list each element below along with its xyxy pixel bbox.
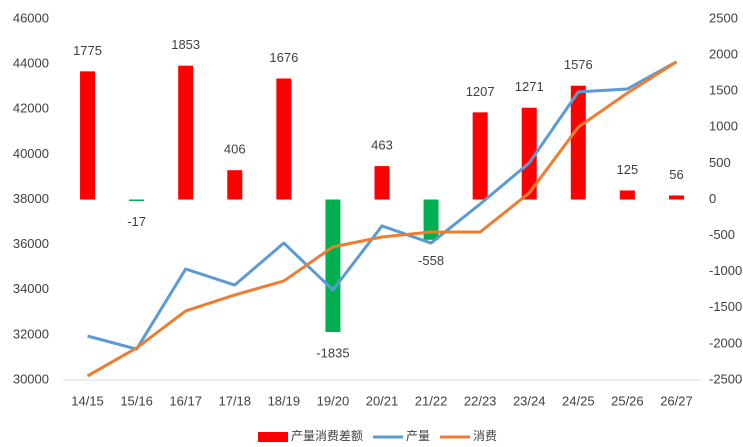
bar — [668, 195, 684, 200]
bar — [227, 170, 243, 200]
data-label: 1271 — [515, 79, 544, 94]
line — [87, 60, 678, 351]
x-tick-label: 15/16 — [120, 393, 153, 408]
bar — [325, 199, 341, 332]
line — [86, 60, 678, 378]
y2-tick-label: -2000 — [709, 335, 742, 350]
y-tick-label: 40000 — [13, 146, 49, 161]
bar — [374, 166, 390, 200]
data-label: 1207 — [466, 84, 495, 99]
x-tick-label: 17/18 — [218, 393, 251, 408]
bar — [521, 107, 537, 200]
y-tick-label: 34000 — [13, 281, 49, 296]
data-label: 56 — [669, 167, 683, 182]
x-tick-label: 23/24 — [513, 393, 546, 408]
y-tick-label: 32000 — [13, 326, 49, 341]
y2-tick-label: -1000 — [709, 263, 742, 278]
data-label: -558 — [418, 253, 444, 268]
y2-tick-label: -1500 — [709, 299, 742, 314]
data-label: 463 — [371, 138, 393, 153]
legend-label: 消费 — [473, 429, 497, 443]
legend-swatch — [258, 432, 288, 442]
x-tick-label: 25/26 — [611, 393, 644, 408]
y2-tick-label: -2500 — [709, 371, 742, 386]
x-tick-label: 20/21 — [366, 393, 399, 408]
x-tick-label: 18/19 — [268, 393, 301, 408]
y2-tick-label: 1000 — [709, 119, 738, 134]
x-tick-label: 21/22 — [415, 393, 448, 408]
legend-label: 产量 — [406, 429, 430, 443]
data-label: 1853 — [171, 37, 200, 52]
x-tick-label: 26/27 — [660, 393, 693, 408]
x-tick-label: 19/20 — [317, 393, 350, 408]
y-tick-label: 38000 — [13, 191, 49, 206]
bar — [80, 71, 96, 200]
y-tick-label: 46000 — [13, 10, 49, 25]
y-tick-label: 42000 — [13, 101, 49, 116]
legend-label: 产量消费差额 — [291, 429, 363, 443]
data-label: -1835 — [316, 345, 349, 360]
bar — [570, 85, 586, 200]
x-tick-label: 24/25 — [562, 393, 595, 408]
data-label: 1676 — [269, 50, 298, 65]
bar — [619, 190, 635, 200]
y-tick-label: 36000 — [13, 236, 49, 251]
y2-tick-label: -500 — [709, 227, 735, 242]
y2-tick-label: 2000 — [709, 47, 738, 62]
y-tick-label: 44000 — [13, 56, 49, 71]
bar — [423, 199, 439, 240]
y2-tick-label: 1500 — [709, 83, 738, 98]
y2-tick-label: 0 — [709, 191, 716, 206]
data-label: 1775 — [73, 43, 102, 58]
y2-tick-label: 500 — [709, 155, 731, 170]
bar — [129, 199, 145, 201]
bar — [472, 112, 488, 200]
x-tick-label: 22/23 — [464, 393, 497, 408]
data-label: 125 — [617, 162, 639, 177]
bar — [178, 65, 194, 200]
x-tick-label: 14/15 — [71, 393, 104, 408]
data-label: -17 — [127, 214, 146, 229]
data-label: 1576 — [564, 57, 593, 72]
y-tick-label: 30000 — [13, 371, 49, 386]
data-label: 406 — [224, 142, 246, 157]
y2-tick-label: 2500 — [709, 10, 738, 25]
bar — [276, 78, 292, 200]
x-tick-label: 16/17 — [169, 393, 202, 408]
